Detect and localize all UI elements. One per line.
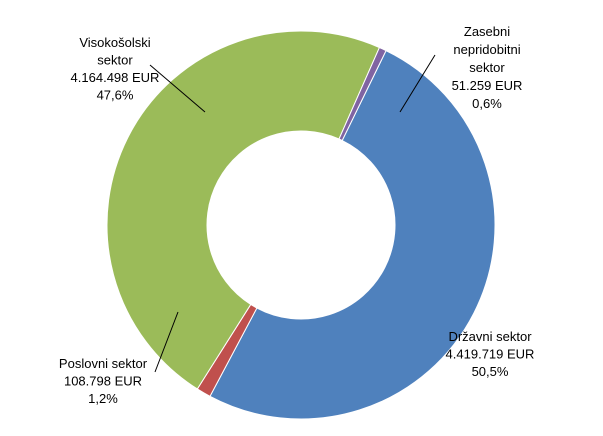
data-label-3-line-3: 51.259 EUR xyxy=(452,78,523,93)
data-label-3-line-1: nepridobitni xyxy=(453,42,520,57)
leader-line-2 xyxy=(149,64,206,113)
leader-line-3 xyxy=(399,54,436,113)
data-label-0-line-2: 50,5% xyxy=(472,364,509,379)
data-label-3-line-4: 0,6% xyxy=(472,96,502,111)
data-label-3-line-0: Zasebni xyxy=(464,24,510,39)
slice-3 xyxy=(338,46,387,142)
slice-0 xyxy=(209,49,496,420)
data-label-2-line-2: 4.164.498 EUR xyxy=(71,70,160,85)
data-label-0: Državni sektor 4.419.719 EUR 50,5% xyxy=(446,329,535,379)
data-label-2-line-0: Visokošolski xyxy=(79,35,150,50)
data-label-1-line-0: Poslovni sektor xyxy=(59,356,148,371)
label-leader-lines xyxy=(149,54,436,373)
data-label-2-line-3: 47,6% xyxy=(97,88,134,103)
data-labels: Državni sektor 4.419.719 EUR 50,5% Poslovni… xyxy=(59,24,535,406)
data-label-2-line-1: sektor xyxy=(97,53,133,68)
data-label-1: Poslovni sektor 108.798 EUR 1,2% xyxy=(59,356,148,406)
leader-line-1 xyxy=(154,311,179,373)
data-label-1-line-1: 108.798 EUR xyxy=(64,374,142,389)
data-label-3-line-2: sektor xyxy=(469,60,505,75)
donut-slices xyxy=(106,30,496,420)
slice-2 xyxy=(106,30,381,390)
data-label-3: Zasebni nepridobitni sektor 51.259 EUR 0,6% xyxy=(452,24,523,111)
data-label-1-line-2: 1,2% xyxy=(88,391,118,406)
data-label-2: Visokošolski sektor 4.164.498 EUR 47,6% xyxy=(71,35,160,103)
data-label-0-line-1: 4.419.719 EUR xyxy=(446,347,535,362)
data-label-0-line-0: Državni sektor xyxy=(448,329,532,344)
